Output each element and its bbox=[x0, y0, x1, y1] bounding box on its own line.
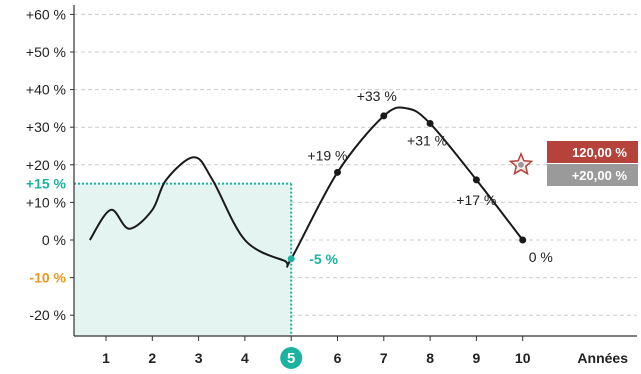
y-tick-label: +40 % bbox=[26, 82, 66, 98]
reference-label: +15 % bbox=[26, 176, 67, 192]
highlight-x-badge bbox=[280, 347, 303, 369]
series-line bbox=[88, 106, 524, 268]
value-badge bbox=[547, 141, 638, 163]
data-point bbox=[472, 176, 480, 184]
y-tick-label: 0 % bbox=[42, 232, 66, 248]
y-tick-label: +20 % bbox=[26, 157, 66, 173]
y-tick-label: -20 % bbox=[29, 307, 66, 323]
y-tick-label: +60 % bbox=[26, 6, 66, 22]
x-tick-label: 7 bbox=[380, 350, 388, 366]
data-label: +17 % bbox=[456, 192, 496, 208]
x-tick-label: 2 bbox=[148, 350, 156, 366]
x-tick-label: 5 bbox=[287, 350, 295, 367]
x-tick-label: 4 bbox=[241, 350, 249, 366]
data-label: +19 % bbox=[307, 147, 347, 163]
highlight-area bbox=[74, 183, 292, 336]
x-tick-label: 3 bbox=[195, 350, 203, 366]
x-tick-label: 9 bbox=[473, 350, 481, 366]
data-point bbox=[426, 119, 434, 127]
value-badge-text: 120,00 % bbox=[572, 145, 627, 160]
star-center-dot bbox=[517, 160, 525, 169]
value-badge-text: +20,00 % bbox=[572, 168, 628, 183]
x-axis-label: Années bbox=[577, 350, 628, 366]
data-point bbox=[519, 236, 527, 244]
y-tick-label: +50 % bbox=[26, 44, 66, 60]
data-label: +31 % bbox=[407, 132, 447, 148]
data-label: +33 % bbox=[357, 88, 397, 104]
x-tick-label: 6 bbox=[334, 350, 342, 366]
y-tick-label: -10 % bbox=[29, 270, 66, 286]
highlight-point bbox=[287, 255, 295, 263]
x-tick-label: 10 bbox=[515, 350, 531, 366]
data-label: 0 % bbox=[529, 249, 553, 265]
x-tick-label: 1 bbox=[102, 350, 110, 366]
x-tick-label: 8 bbox=[426, 350, 434, 366]
y-tick-label: +10 % bbox=[26, 194, 66, 210]
data-point bbox=[334, 168, 341, 176]
y-tick-label: +30 % bbox=[26, 119, 66, 135]
value-badge bbox=[547, 164, 638, 186]
data-point bbox=[380, 112, 388, 120]
highlight-value-label: -5 % bbox=[309, 251, 338, 267]
